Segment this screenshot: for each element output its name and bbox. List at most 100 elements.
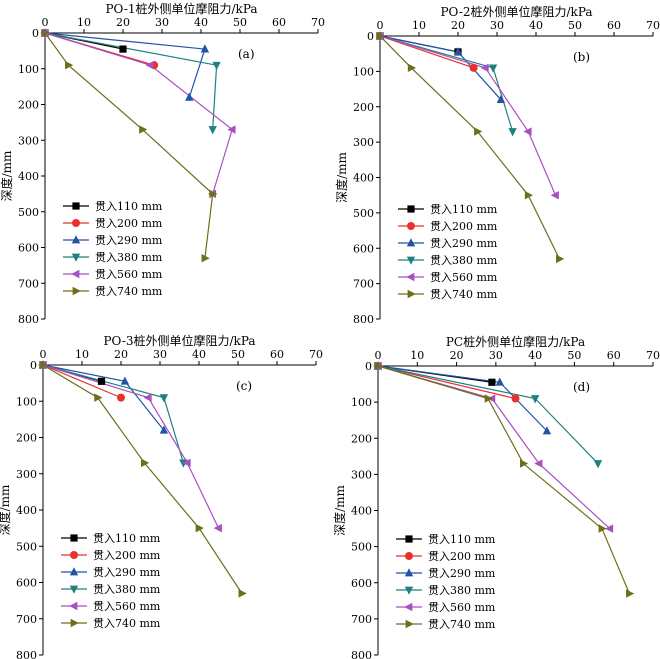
series-line <box>42 364 122 399</box>
y-axis-label: 深度/mm <box>0 150 14 201</box>
y-tick-label: 300 <box>351 468 372 481</box>
legend-marker <box>405 535 413 543</box>
legend-marker <box>69 585 79 594</box>
legend-label: 贯入380 mm <box>93 583 161 596</box>
data-point <box>145 60 154 70</box>
data-point <box>474 127 483 136</box>
legend-label: 贯入740 mm <box>430 288 498 301</box>
data-point <box>484 394 493 403</box>
data-point <box>227 125 236 134</box>
y-tick-label: 800 <box>351 649 372 659</box>
y-tick-label: 0 <box>30 359 37 372</box>
data-point <box>120 376 130 385</box>
y-axis-label: 深度/mm <box>334 151 349 202</box>
series-line <box>377 365 516 400</box>
legend-label: 贯入110 mm <box>93 532 161 545</box>
y-tick-label: 500 <box>18 206 39 219</box>
x-tick-label: 10 <box>77 16 91 29</box>
series-line <box>379 35 514 132</box>
data-point <box>376 31 385 41</box>
legend-label: 贯入380 mm <box>95 251 163 264</box>
legend-label: 贯入560 mm <box>95 268 163 281</box>
y-tick-label: 700 <box>351 613 372 626</box>
legend-marker <box>405 619 414 629</box>
legend-marker <box>406 238 416 247</box>
legend-label: 贯入110 mm <box>428 533 496 546</box>
data-point <box>141 458 150 468</box>
data-point <box>523 127 532 136</box>
data-point <box>182 458 191 468</box>
data-point <box>238 589 247 598</box>
legend-label: 贯入560 mm <box>428 601 496 614</box>
data-point <box>117 393 125 402</box>
x-tick-label: 0 <box>375 349 382 362</box>
x-tick-label: 0 <box>42 16 49 29</box>
data-point <box>534 459 543 468</box>
y-tick-label: 200 <box>18 99 39 112</box>
x-tick-label: 40 <box>194 16 208 29</box>
legend-label: 贯入200 mm <box>93 549 161 562</box>
y-tick-label: 100 <box>18 63 39 76</box>
legend-marker <box>406 256 416 265</box>
x-tick-label: 30 <box>490 19 504 32</box>
y-tick-label: 500 <box>351 541 372 554</box>
data-point <box>94 393 103 402</box>
chart-title: PO-1桩外侧单位摩阻力/kPa <box>105 1 257 16</box>
x-tick-label: 20 <box>116 16 130 29</box>
x-tick-label: 20 <box>450 349 464 362</box>
legend-marker <box>69 601 78 611</box>
y-axis-label: 深度/mm <box>332 484 347 535</box>
x-tick-label: 70 <box>646 19 660 32</box>
legend-label: 贯入110 mm <box>430 203 498 216</box>
data-point <box>159 394 169 403</box>
data-point <box>407 63 416 73</box>
x-tick-label: 70 <box>646 349 660 362</box>
x-tick-label: 60 <box>272 16 286 29</box>
x-tick-label: 60 <box>607 19 621 32</box>
chart-title: PC桩外侧单位摩阻力/kPa <box>446 334 585 349</box>
legend-label: 贯入290 mm <box>430 237 498 250</box>
y-tick-label: 400 <box>18 170 39 183</box>
legend-marker <box>407 205 415 213</box>
data-point <box>200 44 210 53</box>
y-tick-label: 600 <box>16 577 37 590</box>
data-point <box>511 394 520 403</box>
y-tick-label: 400 <box>16 504 37 517</box>
legend-label: 贯入740 mm <box>428 618 496 631</box>
data-point <box>508 128 517 137</box>
y-tick-label: 800 <box>18 313 39 326</box>
legend-marker <box>405 552 413 560</box>
x-tick-label: 30 <box>489 349 503 362</box>
legend-label: 贯入200 mm <box>430 220 498 233</box>
x-tick-label: 0 <box>377 19 384 32</box>
data-point <box>469 63 478 72</box>
legend-marker <box>69 567 79 576</box>
panel-label: (a) <box>238 47 255 61</box>
legend-marker <box>404 586 414 595</box>
data-point <box>208 126 217 135</box>
x-tick-label: 50 <box>568 19 582 32</box>
data-point <box>488 64 498 73</box>
x-tick-label: 10 <box>75 348 89 361</box>
x-tick-label: 60 <box>270 348 284 361</box>
x-tick-label: 20 <box>114 348 128 361</box>
y-tick-label: 300 <box>353 136 374 149</box>
data-point <box>39 360 48 370</box>
series-line <box>42 364 184 464</box>
data-point <box>593 460 603 469</box>
x-tick-label: 30 <box>153 348 167 361</box>
data-point <box>195 523 204 533</box>
x-tick-label: 20 <box>451 19 465 32</box>
y-tick-label: 600 <box>18 242 39 255</box>
chart-title: PO-2桩外侧单位摩阻力/kPa <box>440 4 592 19</box>
data-point <box>542 426 552 435</box>
x-tick-label: 60 <box>607 349 621 362</box>
data-point <box>143 393 152 402</box>
data-point <box>604 524 614 533</box>
x-tick-label: 10 <box>412 19 426 32</box>
data-point <box>374 361 383 371</box>
y-tick-label: 0 <box>367 30 374 43</box>
